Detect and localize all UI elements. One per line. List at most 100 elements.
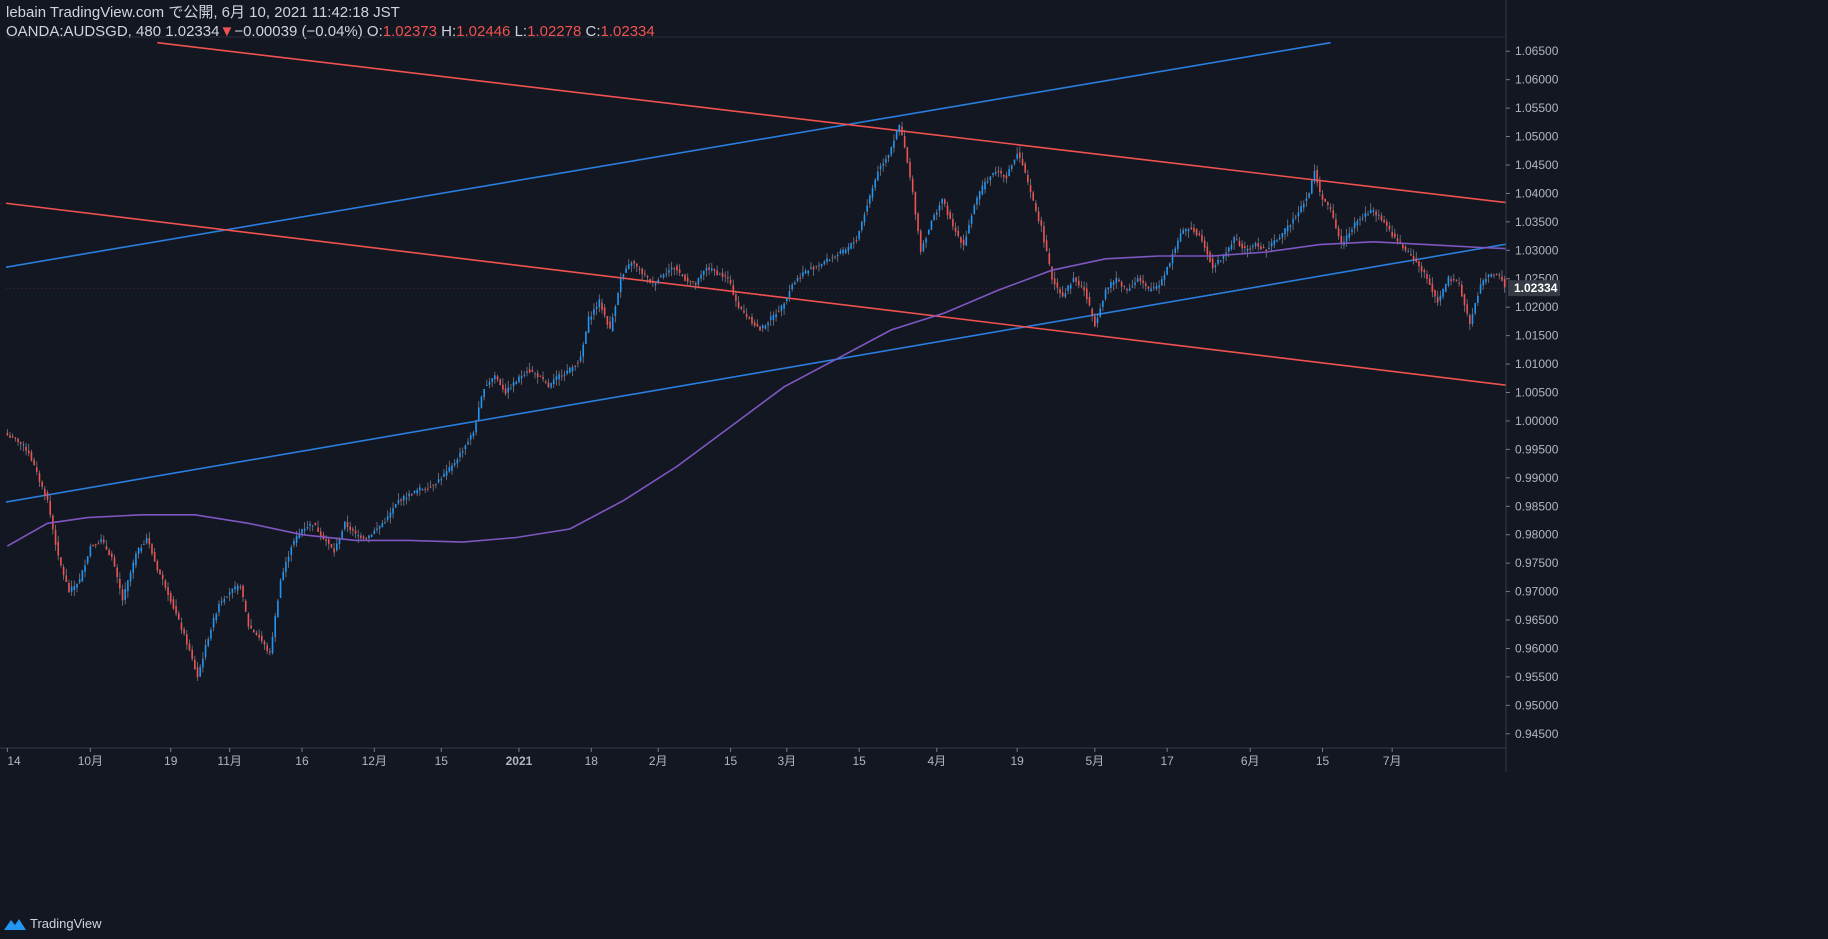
candle-body [507, 387, 510, 393]
candle-body [14, 437, 17, 439]
candle-body [1179, 233, 1182, 242]
candle-body [719, 273, 721, 275]
candle-body [1479, 284, 1482, 294]
candle-body [595, 306, 598, 309]
candle-body [46, 492, 49, 500]
candle-body [1185, 228, 1187, 232]
x-tick-label: 7月 [1383, 754, 1402, 768]
candle-body [1466, 304, 1468, 314]
candle-body [255, 632, 258, 636]
candle-body [1032, 192, 1035, 201]
y-tick-label: 1.03000 [1515, 243, 1559, 257]
symbol-label: OANDA:AUDSGD, 480 [6, 23, 162, 40]
candle-body [673, 268, 676, 270]
candle-body [1471, 313, 1474, 324]
candle-body [1394, 233, 1396, 238]
y-tick-label: 1.06500 [1515, 44, 1559, 58]
candle-body [694, 282, 697, 286]
candle-body [1260, 246, 1262, 250]
candle-body [542, 377, 544, 380]
candle-body [231, 588, 234, 593]
candle-body [593, 309, 595, 315]
candle-body [839, 250, 842, 254]
candle-body [852, 242, 855, 244]
candle-body [1278, 237, 1281, 240]
candle-body [1450, 279, 1452, 282]
candle-body [145, 538, 148, 543]
moving-average-line [6, 240, 1506, 547]
candle-body [520, 376, 523, 379]
candle-body [1107, 287, 1110, 290]
candle-body [1080, 285, 1083, 287]
candle-body [1131, 286, 1134, 288]
candle-body [1152, 287, 1155, 289]
candle-body [1477, 295, 1479, 303]
candle-body [394, 503, 397, 508]
candle-body [290, 547, 293, 556]
candle-body [869, 195, 871, 204]
y-tick-label: 0.95000 [1515, 698, 1559, 712]
candle-body [1061, 292, 1064, 297]
candle-body [44, 488, 46, 496]
candle-body [1361, 217, 1364, 219]
y-tick-label: 0.99000 [1515, 471, 1559, 485]
candle-body [577, 362, 579, 364]
candle-body [469, 435, 472, 440]
candle-body [1182, 229, 1185, 234]
candle-body [917, 213, 919, 232]
x-tick-label: 18 [585, 754, 599, 768]
candle-body [1128, 288, 1131, 291]
candle-body [662, 274, 665, 278]
candle-body [1155, 286, 1158, 289]
candle-body [909, 161, 911, 178]
candle-body [743, 310, 745, 313]
candle-body [748, 317, 751, 320]
candle-body [775, 314, 777, 318]
candle-body [1244, 246, 1246, 249]
candle-body [1008, 168, 1010, 177]
candle-body [1493, 274, 1495, 276]
candle-body [962, 239, 965, 246]
candle-body [1174, 248, 1176, 254]
candle-body [1115, 277, 1118, 283]
candle-body [1332, 210, 1335, 218]
candle-body [1190, 227, 1193, 230]
candle-body [1380, 215, 1383, 221]
y-tick-label: 1.05500 [1515, 101, 1559, 115]
candle-body [298, 532, 301, 539]
candle-body [105, 546, 108, 550]
candle-body [502, 384, 504, 390]
candle-body [1126, 288, 1128, 291]
candle-body [62, 566, 65, 576]
candle-body [812, 267, 815, 270]
candle-body [550, 382, 552, 388]
candle-body [705, 267, 708, 271]
candle-body [188, 643, 191, 651]
candle-body [271, 636, 274, 654]
candle-body [761, 325, 764, 329]
candle-body [242, 585, 244, 598]
candle-body [172, 599, 175, 609]
high-value: 1.02446 [456, 23, 511, 40]
y-tick-label: 1.01000 [1515, 357, 1559, 371]
candle-body [630, 262, 633, 266]
candle-body [1391, 231, 1393, 237]
candle-body [68, 582, 70, 593]
chart-header: lebain TradingView.com で公開, 6月 10, 2021 … [6, 4, 655, 42]
candle-body [437, 479, 440, 483]
candle-body [1069, 284, 1072, 289]
candle-body [882, 163, 885, 166]
x-tick-label: 15 [852, 754, 866, 768]
candle-body [686, 277, 689, 282]
x-tick-label: 15 [1316, 754, 1330, 768]
candle-body [1276, 240, 1278, 242]
candle-body [874, 179, 876, 188]
candle-body [1144, 283, 1147, 287]
candle-body [861, 221, 863, 231]
candle-body [1311, 180, 1313, 194]
candle-body [1308, 193, 1310, 198]
candle-body [716, 270, 718, 276]
candle-body [111, 553, 113, 557]
candle-body [161, 574, 164, 580]
